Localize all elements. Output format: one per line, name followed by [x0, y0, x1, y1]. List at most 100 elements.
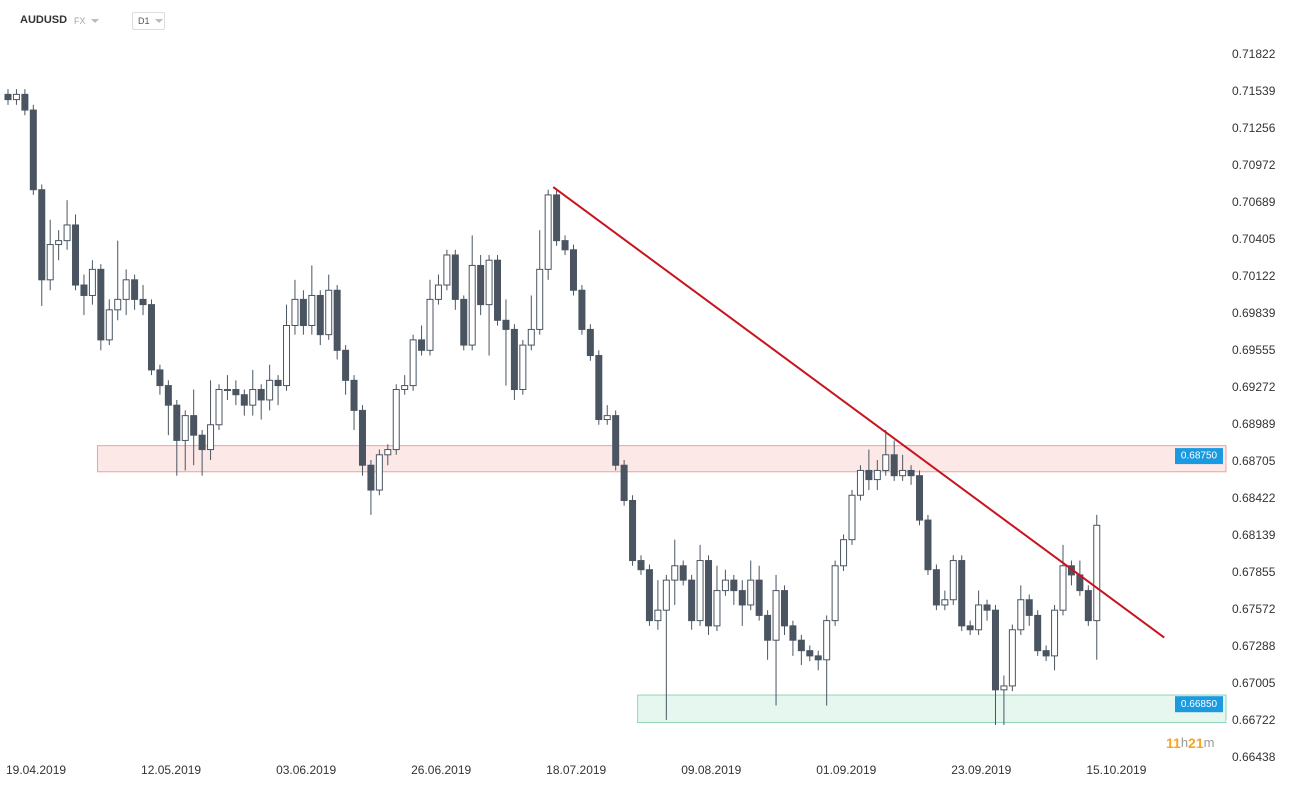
candle-body	[865, 469, 873, 481]
candle-body	[114, 298, 122, 311]
candle-body	[519, 344, 527, 390]
candle-body	[705, 560, 713, 627]
y-tick-label: 0.66722	[1232, 713, 1276, 727]
y-tick-label: 0.66438	[1232, 750, 1276, 764]
candle-body	[536, 268, 544, 330]
zone	[96, 445, 1227, 473]
market[interactable]: FX	[74, 16, 86, 26]
candle-body	[105, 309, 113, 341]
candle-body	[342, 349, 350, 381]
y-tick-label: 0.69555	[1232, 343, 1276, 357]
x-tick-label: 03.06.2019	[276, 763, 336, 777]
x-tick-label: 23.09.2019	[951, 763, 1011, 777]
candle-body	[924, 519, 932, 571]
candle-body	[544, 194, 552, 270]
x-tick-label: 18.07.2019	[546, 763, 606, 777]
candle-body	[789, 625, 797, 641]
candle-body	[460, 298, 468, 346]
countdown-part: h	[1181, 735, 1188, 750]
candle-body	[409, 339, 417, 387]
candle-body	[1059, 565, 1067, 611]
candle-body	[38, 189, 46, 281]
candle-body	[916, 475, 924, 521]
candle-body	[671, 565, 679, 581]
candle-body	[198, 434, 206, 451]
dropdown-arrow[interactable]	[91, 19, 99, 23]
candle-body	[747, 579, 755, 606]
candle-body	[443, 254, 451, 286]
candle-body	[797, 639, 805, 652]
candle-body	[941, 599, 949, 606]
candle-body	[122, 279, 130, 300]
zone	[637, 694, 1227, 723]
candle-body	[283, 325, 291, 387]
candle-body	[358, 409, 366, 466]
candle-body	[1008, 629, 1016, 687]
candle-body	[578, 289, 586, 330]
candle-body	[907, 469, 915, 477]
candle-body	[654, 609, 662, 622]
x-tick-label: 26.06.2019	[411, 763, 471, 777]
y-tick-label: 0.68422	[1232, 491, 1276, 505]
candle-body	[333, 289, 341, 351]
y-tick-label: 0.69272	[1232, 380, 1276, 394]
candle-body	[527, 328, 535, 346]
dropdown-arrow[interactable]	[155, 19, 163, 23]
y-tick-label: 0.67855	[1232, 565, 1276, 579]
candle-body	[494, 259, 502, 321]
candle-body	[21, 93, 29, 111]
candle-body	[418, 339, 426, 351]
candle-body	[1084, 590, 1092, 622]
price-tag	[1175, 448, 1223, 465]
y-tick-label: 0.69839	[1232, 306, 1276, 320]
timeframe[interactable]: D1	[132, 12, 165, 30]
countdown-part: 11	[1166, 735, 1181, 751]
candle-body	[1034, 614, 1042, 652]
candle-body	[131, 279, 139, 300]
candle-body	[240, 394, 248, 406]
candle-body	[662, 579, 670, 611]
candle-body	[899, 469, 907, 477]
candle-body	[620, 464, 628, 501]
candle-body	[156, 369, 164, 387]
candle-body	[12, 93, 20, 101]
candle-body	[375, 454, 383, 491]
candle-body	[1000, 685, 1008, 691]
x-tick-label: 12.05.2019	[141, 763, 201, 777]
y-tick-label: 0.70405	[1232, 232, 1276, 246]
candle-body	[755, 579, 763, 616]
candle-body	[63, 224, 71, 242]
candle-body	[603, 415, 611, 421]
candle-body	[873, 469, 881, 481]
candle-body	[308, 294, 316, 327]
candle-body	[257, 388, 265, 401]
candle-body	[637, 560, 645, 571]
candle-body	[223, 388, 231, 391]
candle-body	[147, 304, 155, 371]
candle-body	[966, 625, 974, 631]
candle-body	[29, 109, 37, 191]
candle-body	[4, 93, 12, 101]
candle-body	[97, 268, 105, 341]
y-tick-label: 0.67572	[1232, 602, 1276, 616]
y-tick-label: 0.70689	[1232, 195, 1276, 209]
x-tick-label: 09.08.2019	[681, 763, 741, 777]
candle-body	[215, 388, 223, 426]
candle-body	[890, 454, 898, 477]
candle-body	[181, 415, 189, 441]
candle-body	[392, 388, 400, 451]
candle-body	[569, 249, 577, 291]
candle-body	[840, 539, 848, 567]
symbol[interactable]: AUDUSD	[20, 14, 68, 26]
candle-body	[882, 454, 890, 471]
candle-body	[561, 240, 569, 251]
y-tick-label: 0.71539	[1232, 84, 1276, 98]
candle-body	[721, 579, 729, 592]
candle-body	[502, 319, 510, 330]
candle-body	[983, 604, 991, 611]
y-tick-label: 0.67288	[1232, 639, 1276, 653]
candle-body	[401, 385, 409, 390]
x-tick-label: 01.09.2019	[816, 763, 876, 777]
candle-body	[949, 560, 957, 601]
